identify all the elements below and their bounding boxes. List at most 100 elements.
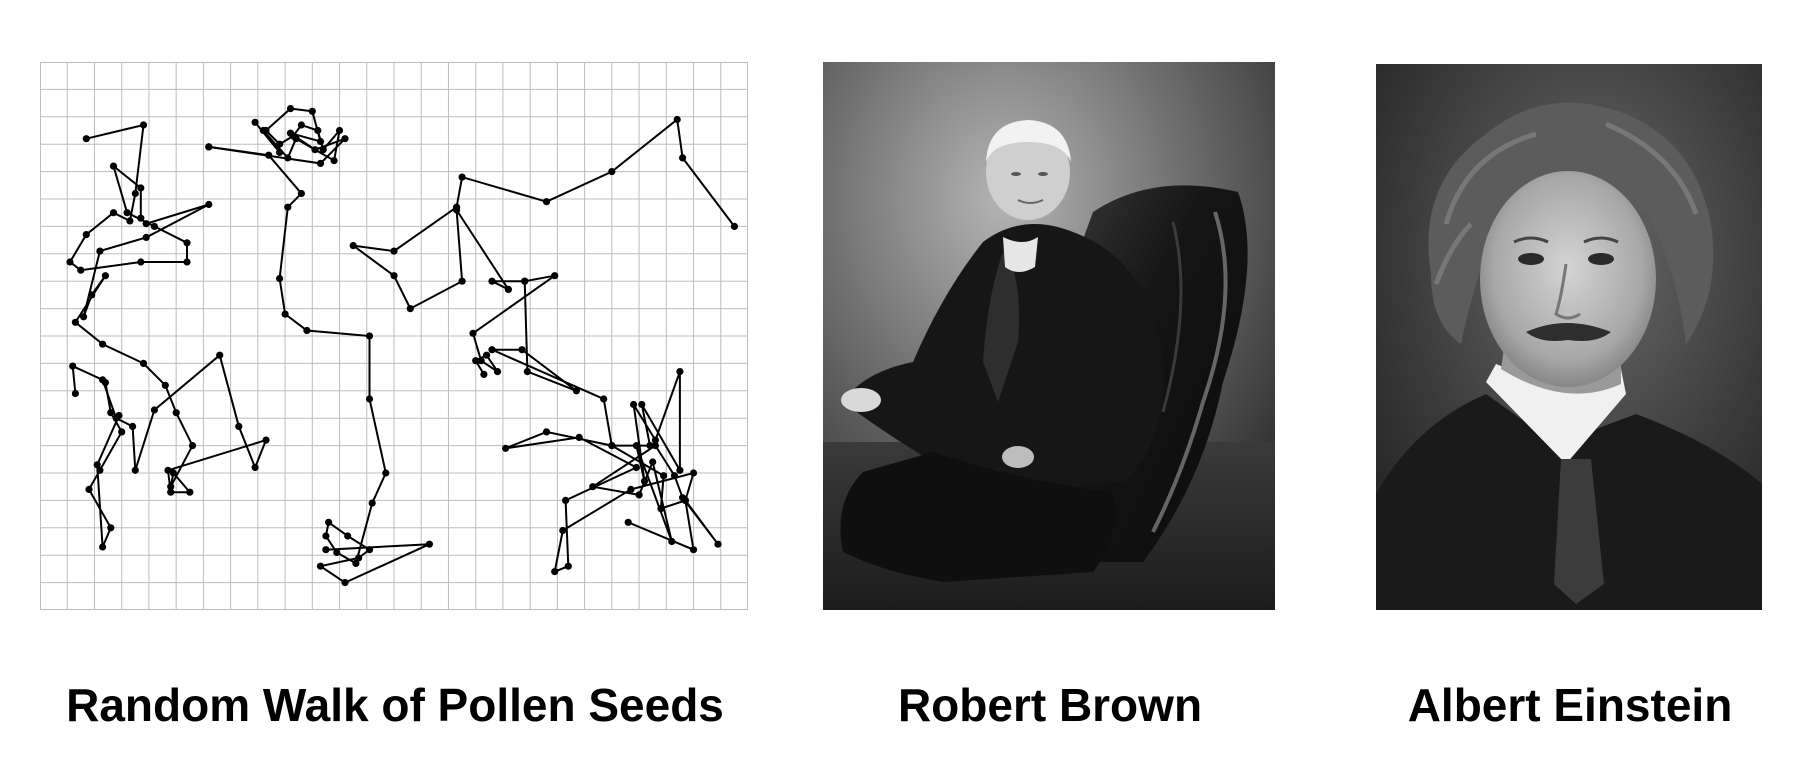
walk-point [284,203,292,211]
walk-point [365,395,374,403]
walk-point [673,115,681,124]
walk-point [311,146,319,154]
walk-point [349,242,357,250]
walk-point [488,346,496,354]
walk-point [96,466,104,474]
albert-einstein-illustration [1376,64,1762,610]
walk-path [208,145,430,584]
walk-point [297,121,305,129]
walk-point [139,121,148,129]
walk-point [235,422,243,430]
walk-point [99,340,107,348]
walk-point [183,258,191,266]
walk-point [453,206,461,214]
walk-point [96,247,104,255]
walk-point [107,524,115,532]
caption-random-walk: Random Walk of Pollen Seeds [66,679,724,731]
walk-point [316,137,325,146]
walk-point [365,546,374,554]
walk-point [167,483,175,491]
walk-point [131,189,139,198]
walk-point [251,463,259,472]
walk-point [262,126,270,135]
walk-point [303,326,311,335]
walk-point [518,346,526,354]
walk-point [355,554,363,562]
walk-point [390,247,398,255]
walk-point [107,409,115,417]
walk-point [488,277,496,285]
walk-point [521,277,529,285]
left-eye [1518,253,1544,265]
walk-point [472,357,480,365]
walk-point [172,409,180,417]
walk-point [458,277,466,285]
walk-point [627,485,635,493]
walk-point [668,537,676,546]
walk-point [480,370,488,378]
walk-point [164,466,172,474]
mustache [1526,323,1611,341]
walk-point [142,233,150,241]
walk-point [649,458,657,466]
walk-point [101,379,109,387]
walk-point [365,332,374,340]
walk-point [344,532,352,540]
walk-point [551,272,559,280]
walk-point [150,222,158,230]
walk-point [99,543,107,551]
walk-point [251,118,259,126]
walk-point [632,463,641,472]
walk-point [286,129,295,137]
walk-point [493,368,502,376]
walk-point [657,505,665,513]
walk-point [137,214,145,222]
caption-albert-einstein: Albert Einstein [1407,679,1733,731]
walk-point [562,496,570,504]
walk-point [341,579,349,587]
walk-point [137,184,145,192]
walk-point [572,387,581,395]
walk-point [335,126,344,135]
walk-point [71,389,79,398]
walk-point [322,546,330,554]
walk-point [624,518,632,526]
right-hand [1002,446,1034,468]
walk-point [651,442,660,450]
walk-point [333,548,341,557]
walk-point [638,400,646,409]
walk-point [368,499,376,507]
walk-point [730,222,739,230]
shirt-collar [1003,237,1038,272]
random-walk-diagram [40,62,748,610]
walk-point [80,313,88,321]
walk-point [88,291,96,299]
face [1480,171,1656,387]
walk-point [589,483,597,491]
legs [840,452,1116,582]
walk-point [640,477,649,485]
walk-point [504,285,512,293]
walk-point [101,272,109,280]
walk-point [129,422,137,430]
walk-point [714,540,722,548]
walk-point [297,189,305,198]
walk-point [390,272,398,280]
walk-point [109,209,118,217]
walk-point [205,200,213,209]
walk-point [126,217,134,225]
albert-einstein-photo [1376,64,1762,610]
robert-brown-illustration [823,62,1275,610]
walk-point [689,469,698,477]
walk-point [319,146,327,154]
caption-robert-brown: Robert Brown [897,679,1203,731]
walk-point [352,559,360,567]
walk-point [469,329,477,337]
walk-point [325,518,333,526]
walk-point [322,532,330,540]
walk-point [651,436,660,444]
walk-point [308,107,316,115]
walk-point [458,173,466,181]
walk-point [681,496,690,504]
walk-point [167,488,175,496]
